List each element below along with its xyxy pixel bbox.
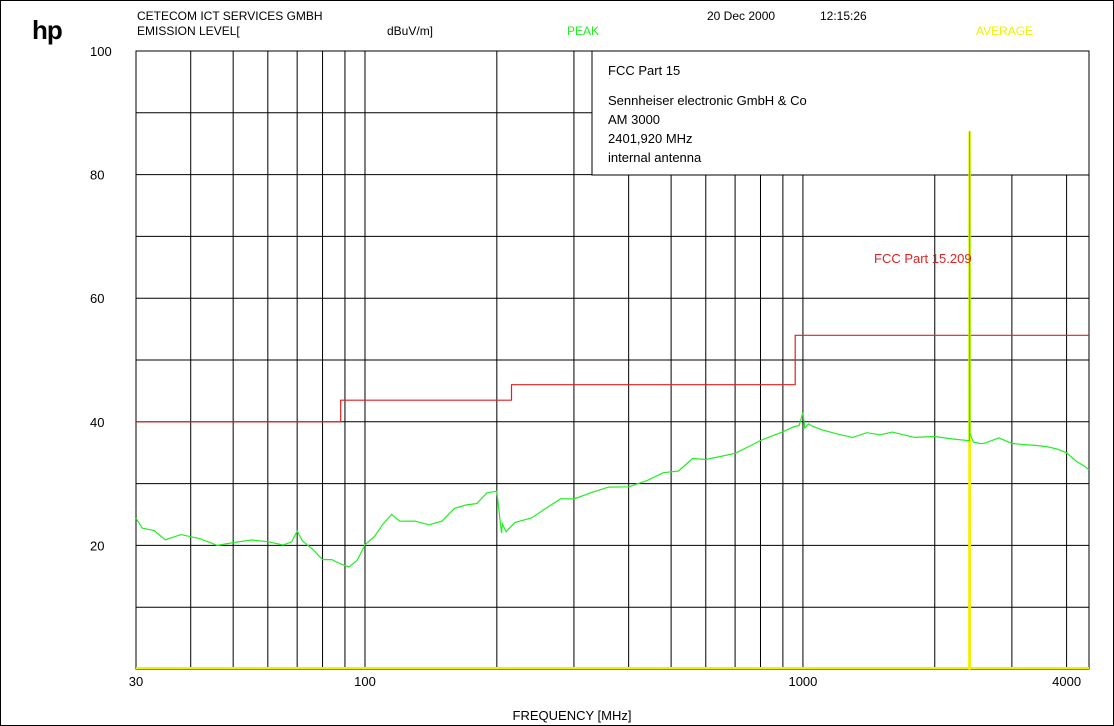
info-line-1: FCC Part 15: [608, 63, 680, 78]
y-tick-label: 80: [90, 168, 104, 183]
y-tick-label: 60: [90, 291, 104, 306]
info-line-2: Sennheiser electronic GmbH & Co: [608, 93, 807, 108]
y-tick-label: 40: [90, 415, 104, 430]
peak-legend: PEAK: [567, 24, 600, 38]
date-label: 20 Dec 2000: [707, 9, 776, 23]
info-line-5: internal antenna: [608, 150, 702, 165]
limit-line: [136, 334, 1089, 423]
info-box: FCC Part 15 Sennheiser electronic GmbH &…: [591, 50, 1090, 176]
time-label: 12:15:26: [820, 9, 867, 23]
peak-trace: [135, 131, 1090, 568]
x-tick-label: 4000: [1052, 674, 1081, 689]
series: [135, 131, 1090, 671]
info-box-border: [591, 50, 1090, 176]
x-axis-ticks: 30 100 1000 4000: [129, 674, 1081, 689]
hp-logo: hp: [32, 15, 63, 45]
x-tick-label: 100: [354, 674, 376, 689]
y-tick-label: 100: [90, 44, 112, 59]
info-line-4: 2401,920 MHz: [608, 131, 693, 146]
x-tick-label: 1000: [788, 674, 817, 689]
y-axis-ticks: 100 80 60 40 20: [90, 44, 112, 553]
company-name: CETECOM ICT SERVICES GMBH: [137, 9, 323, 23]
y-tick-label: 20: [90, 538, 104, 553]
x-axis-label: FREQUENCY [MHz]: [513, 708, 632, 723]
unit-label: dBuV/m]: [387, 24, 434, 38]
average-legend: AVERAGE: [976, 24, 1034, 38]
grid: [135, 50, 1090, 670]
info-line-3: AM 3000: [608, 112, 660, 127]
measurement-label: EMISSION LEVEL[: [137, 24, 240, 38]
x-tick-label: 30: [129, 674, 143, 689]
limit-label: FCC Part 15.209: [874, 251, 972, 266]
